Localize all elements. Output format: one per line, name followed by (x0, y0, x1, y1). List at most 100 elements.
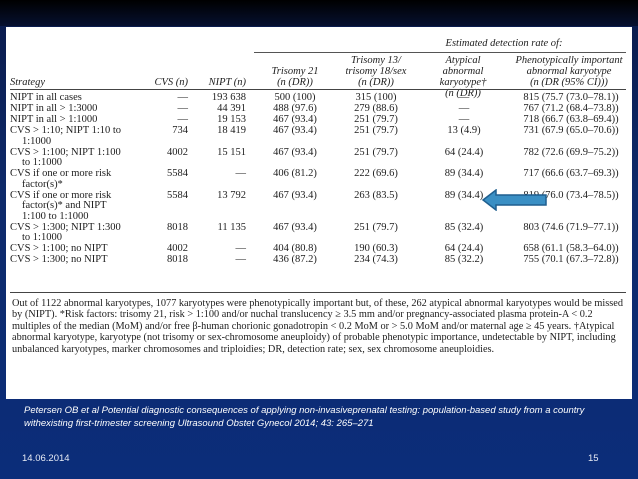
cell-strategy-line: 1:100 to 1:1000 (22, 210, 89, 222)
cell-atypical: 64 (24.4) (444, 146, 484, 158)
col-trisomy21-line: Trisomy 21 (271, 66, 319, 77)
table-top-rule (10, 89, 626, 90)
slide-date: 14.06.2014 (22, 453, 70, 464)
slide-number: 15 (588, 453, 599, 464)
cell-strategy-line: CVS > 1:100; no NIPT (10, 243, 108, 254)
cell-phenotypic: 782 (72.6 (69.9–75.2)) (523, 146, 619, 158)
cell-trisomy13: 315 (100) (355, 92, 397, 103)
estimated-detection-header: Estimated detection rate of: (445, 38, 563, 49)
cell-cvs: 734 (172, 125, 188, 136)
cell-cvs: — (177, 103, 189, 114)
table-footnote: Out of 1122 abnormal karyotypes, 1077 ka… (12, 298, 623, 355)
cell-phenotypic: 718 (66.7 (63.8–69.4)) (523, 114, 619, 125)
cell-trisomy21: 436 (87.2) (273, 254, 317, 265)
col-strategy: Strategy (10, 77, 45, 88)
cell-strategy-line: CVS > 1:300; NIPT 1:300 (10, 221, 121, 233)
cell-nipt: 193 638 (211, 92, 246, 103)
top-band (0, 0, 638, 26)
cell-strategy: CVS > 1:100; NIPT 1:100 to 1:1000 (10, 146, 121, 169)
cell-strategy-line: CVS > 1:100; NIPT 1:100 (10, 146, 121, 158)
cell-phenotypic: 803 (74.6 (71.9–77.1)) (523, 221, 619, 233)
cell-trisomy13: 222 (69.6) (354, 168, 398, 179)
col-trisomy13-line: trisomy 18/sex (345, 66, 407, 77)
col-trisomy13-line: (n (DR)) (358, 77, 394, 88)
cell-phenotypic: 731 (67.9 (65.0–70.6)) (523, 125, 619, 136)
cell-strategy-line: factor(s)* and NIPT (22, 200, 107, 211)
cell-atypical: 64 (24.4) (444, 243, 484, 254)
cell-nipt: 11 135 (217, 221, 247, 233)
cell-atypical: 89 (34.4) (444, 189, 484, 201)
col-phenotypic-line: Phenotypically important (515, 55, 623, 66)
cell-trisomy13: 251 (79.7) (354, 125, 398, 136)
left-arrow-icon (482, 189, 547, 211)
cell-nipt: 15 151 (217, 146, 246, 158)
cell-trisomy21: 467 (93.4) (273, 189, 317, 201)
cell-strategy-line: to 1:1000 (22, 232, 62, 243)
cell-strategy-line: NIPT in all > 1:3000 (10, 103, 98, 114)
cell-trisomy13: 190 (60.3) (354, 243, 398, 254)
col-phenotypic-line: abnormal karyotype (526, 66, 612, 77)
cell-atypical: 89 (34.4) (444, 168, 484, 179)
cell-phenotypic: 658 (61.1 (58.3–64.0)) (523, 243, 619, 254)
cell-trisomy21: 500 (100) (274, 92, 316, 103)
cell-trisomy21: 406 (81.2) (273, 168, 317, 179)
cell-phenotypic: 815 (75.7 (73.0–78.1)) (523, 92, 619, 103)
cell-nipt: — (235, 168, 247, 179)
cell-strategy: NIPT in all cases (10, 92, 82, 104)
cell-nipt: 44 391 (217, 103, 246, 114)
cell-strategy: NIPT in all > 1:3000 (10, 103, 98, 115)
col-trisomy21: Trisomy 21 (n (DR)) (260, 66, 330, 88)
citation-text: Petersen OB et al Potential diagnostic c… (24, 405, 585, 429)
cell-trisomy21: 488 (97.6) (273, 103, 317, 114)
table-image: Estimated detection rate of: Strategy CV… (6, 27, 632, 399)
col-trisomy21-line: (n (DR)) (277, 77, 313, 88)
cell-strategy-line: CVS > 1:300; no NIPT (10, 254, 108, 265)
cell-strategy: NIPT in all > 1:1000 (10, 114, 97, 126)
header-rule (254, 52, 626, 53)
cell-trisomy13: 234 (74.3) (354, 254, 398, 265)
cell-strategy-line: factor(s)* (22, 178, 63, 190)
col-atypical-line: abnormal karyotype† (439, 66, 487, 88)
cell-trisomy21: 404 (80.8) (273, 243, 317, 254)
cell-nipt: — (235, 254, 247, 265)
cell-cvs: — (177, 92, 189, 103)
cell-strategy: CVS if one or more risk factor(s)* (10, 168, 112, 190)
cell-trisomy13: 251 (79.7) (354, 221, 398, 233)
cell-trisomy13: 279 (88.6) (354, 103, 398, 114)
cell-cvs: 5584 (167, 168, 188, 179)
cell-phenotypic: 755 (70.1 (67.3–72.8)) (523, 254, 619, 265)
cell-strategy-line: NIPT in all cases (10, 92, 82, 103)
cell-trisomy21: 467 (93.4) (273, 114, 317, 125)
cell-atypical: 85 (32.4) (444, 221, 484, 233)
cell-atypical: — (458, 114, 470, 125)
cell-trisomy21: 467 (93.4) (273, 125, 317, 136)
cell-strategy-line: 1:1000 (22, 135, 52, 147)
cell-atypical: — (458, 92, 470, 103)
cell-strategy-line: CVS if one or more risk (10, 189, 112, 201)
col-trisomy13: Trisomy 13/ trisomy 18/sex (n (DR)) (340, 55, 412, 88)
cell-atypical: 13 (4.9) (447, 125, 481, 136)
col-trisomy13-line: Trisomy 13/ (351, 55, 401, 66)
cell-cvs: 4002 (167, 146, 188, 158)
table-bottom-rule (10, 292, 626, 293)
cell-nipt: 18 419 (217, 125, 246, 136)
cell-strategy-line: CVS if one or more risk (10, 168, 112, 179)
cell-strategy: CVS > 1:10; NIPT 1:10 to 1:1000 (10, 125, 122, 147)
cell-trisomy21: 467 (93.4) (273, 221, 317, 233)
cell-strategy: CVS if one or more risk factor(s)* and NI… (10, 189, 112, 223)
col-nipt: NIPT (n) (208, 77, 246, 88)
cell-strategy-line: CVS > 1:10; NIPT 1:10 to (10, 125, 122, 136)
cell-trisomy13: 251 (79.7) (354, 146, 398, 158)
cell-strategy-line: to 1:1000 (22, 157, 62, 168)
col-atypical-line: Atypical (445, 55, 481, 66)
cell-cvs: 8018 (167, 254, 188, 265)
cell-cvs: 8018 (167, 221, 188, 233)
col-phenotypic-line: (n (DR (95% CI))) (530, 77, 608, 88)
col-atypical-line: (n (DR)) (445, 88, 481, 99)
cell-nipt: 19 153 (217, 114, 246, 125)
cell-phenotypic: 717 (66.6 (63.7–69.3)) (523, 168, 619, 179)
cell-nipt: — (235, 243, 247, 254)
cell-strategy: CVS > 1:300; NIPT 1:300 to 1:1000 (10, 221, 121, 244)
cell-trisomy21: 467 (93.4) (273, 146, 317, 158)
cell-strategy: CVS > 1:300; no NIPT (10, 254, 108, 266)
